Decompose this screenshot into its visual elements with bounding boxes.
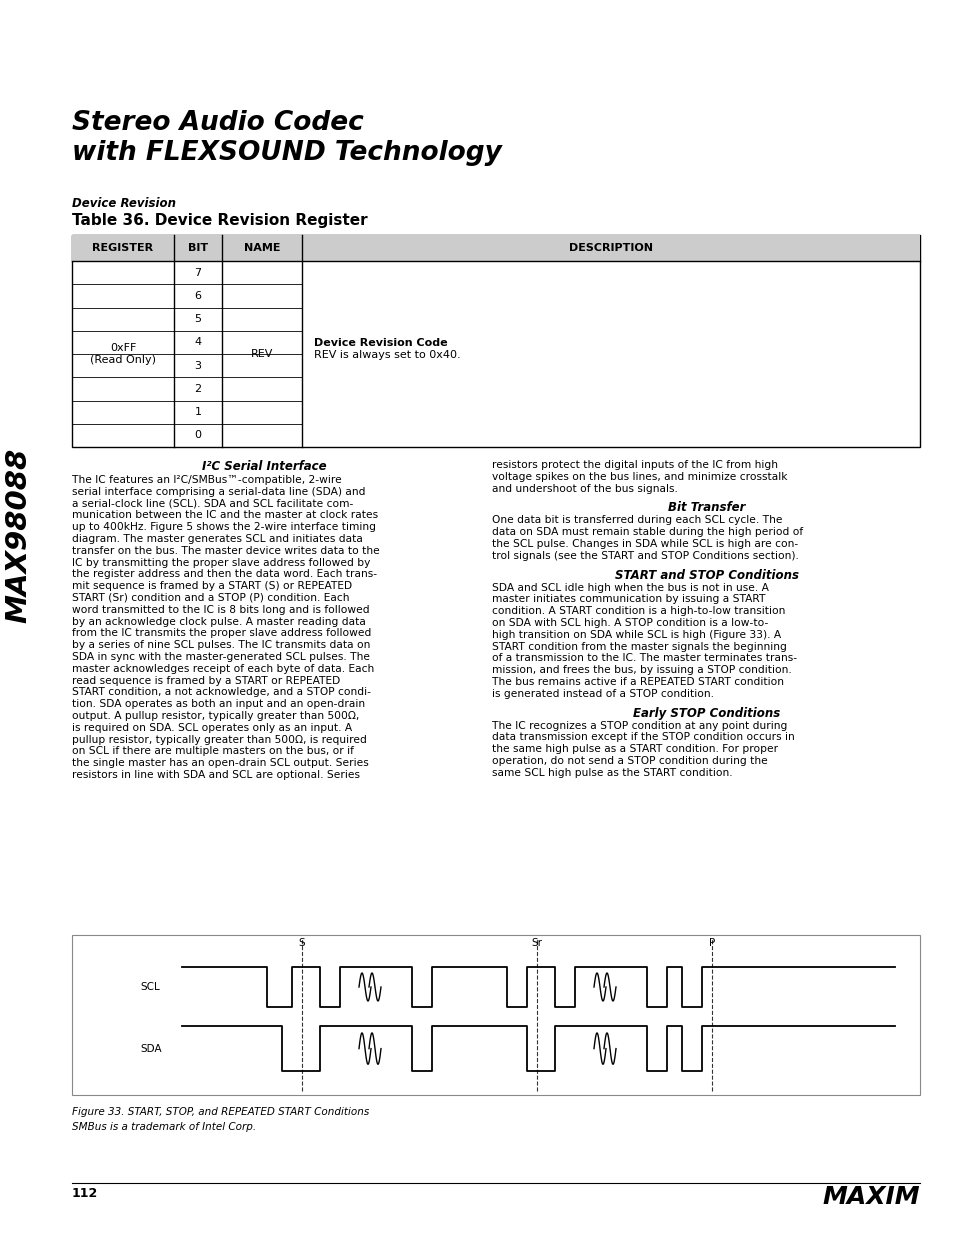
Text: condition. A START condition is a high-to-low transition: condition. A START condition is a high-t…: [492, 606, 784, 616]
Text: munication between the IC and the master at clock rates: munication between the IC and the master…: [71, 510, 377, 520]
Text: by a series of nine SCL pulses. The IC transmits data on: by a series of nine SCL pulses. The IC t…: [71, 640, 370, 650]
Text: output. A pullup resistor, typically greater than 500Ω,: output. A pullup resistor, typically gre…: [71, 711, 359, 721]
Text: Sr: Sr: [531, 939, 542, 948]
Text: master acknowledges receipt of each byte of data. Each: master acknowledges receipt of each byte…: [71, 663, 374, 674]
Text: 112: 112: [71, 1187, 98, 1200]
Text: REV: REV: [251, 350, 273, 359]
Text: Figure 33. START, STOP, and REPEATED START Conditions: Figure 33. START, STOP, and REPEATED STA…: [71, 1107, 369, 1116]
Text: the same high pulse as a START condition. For proper: the same high pulse as a START condition…: [492, 745, 778, 755]
Text: on SDA with SCL high. A STOP condition is a low-to-: on SDA with SCL high. A STOP condition i…: [492, 618, 767, 629]
Text: the SCL pulse. Changes in SDA while SCL is high are con-: the SCL pulse. Changes in SDA while SCL …: [492, 538, 798, 550]
Text: SCL: SCL: [140, 982, 159, 992]
Text: mission, and frees the bus, by issuing a STOP condition.: mission, and frees the bus, by issuing a…: [492, 666, 791, 676]
Text: pullup resistor, typically greater than 500Ω, is required: pullup resistor, typically greater than …: [71, 735, 367, 745]
Text: 1: 1: [194, 408, 201, 417]
Text: a serial-clock line (SCL). SDA and SCL facilitate com-: a serial-clock line (SCL). SDA and SCL f…: [71, 499, 353, 509]
Text: P: P: [708, 939, 715, 948]
Text: 0: 0: [194, 430, 201, 441]
Text: word transmitted to the IC is 8 bits long and is followed: word transmitted to the IC is 8 bits lon…: [71, 605, 369, 615]
Text: DESCRIPTION: DESCRIPTION: [568, 243, 652, 253]
Text: the single master has an open-drain SCL output. Series: the single master has an open-drain SCL …: [71, 758, 369, 768]
Text: serial interface comprising a serial-data line (SDA) and: serial interface comprising a serial-dat…: [71, 487, 365, 496]
Text: is required on SDA. SCL operates only as an input. A: is required on SDA. SCL operates only as…: [71, 722, 352, 732]
Bar: [71, 235, 919, 261]
Text: START condition, a not acknowledge, and a STOP condi-: START condition, a not acknowledge, and …: [71, 688, 371, 698]
Text: The IC features an I²C/SMBus™-compatible, 2-wire: The IC features an I²C/SMBus™-compatible…: [71, 475, 341, 485]
Text: operation, do not send a STOP condition during the: operation, do not send a STOP condition …: [492, 756, 767, 766]
Text: transfer on the bus. The master device writes data to the: transfer on the bus. The master device w…: [71, 546, 379, 556]
Bar: [71, 235, 919, 447]
Text: START and STOP Conditions: START and STOP Conditions: [615, 568, 799, 582]
Text: of a transmission to the IC. The master terminates trans-: of a transmission to the IC. The master …: [492, 653, 797, 663]
Text: MAX98088: MAX98088: [4, 447, 32, 622]
Text: data on SDA must remain stable during the high period of: data on SDA must remain stable during th…: [492, 527, 802, 537]
Text: the register address and then the data word. Each trans-: the register address and then the data w…: [71, 569, 376, 579]
Text: resistors protect the digital inputs of the IC from high: resistors protect the digital inputs of …: [492, 459, 778, 471]
Bar: [71, 935, 919, 1095]
Text: high transition on SDA while SCL is high (Figure 33). A: high transition on SDA while SCL is high…: [492, 630, 781, 640]
Text: I²C Serial Interface: I²C Serial Interface: [201, 459, 326, 473]
Text: NAME: NAME: [244, 243, 280, 253]
Text: One data bit is transferred during each SCL cycle. The: One data bit is transferred during each …: [492, 515, 781, 525]
Text: with FLEXSOUND Technology: with FLEXSOUND Technology: [71, 140, 501, 165]
Text: up to 400kHz. Figure 5 shows the 2-wire interface timing: up to 400kHz. Figure 5 shows the 2-wire …: [71, 522, 375, 532]
Text: by an acknowledge clock pulse. A master reading data: by an acknowledge clock pulse. A master …: [71, 616, 366, 626]
Text: diagram. The master generates SCL and initiates data: diagram. The master generates SCL and in…: [71, 534, 362, 543]
Text: 0xFF
(Read Only): 0xFF (Read Only): [90, 343, 156, 364]
Text: The bus remains active if a REPEATED START condition: The bus remains active if a REPEATED STA…: [492, 677, 783, 687]
Text: S: S: [298, 939, 305, 948]
Text: BIT: BIT: [188, 243, 208, 253]
Text: REV is always set to 0x40.: REV is always set to 0x40.: [314, 350, 460, 359]
Text: 3: 3: [194, 361, 201, 370]
Text: mit sequence is framed by a START (S) or REPEATED: mit sequence is framed by a START (S) or…: [71, 582, 352, 592]
Text: tion. SDA operates as both an input and an open-drain: tion. SDA operates as both an input and …: [71, 699, 365, 709]
Text: SDA: SDA: [140, 1044, 161, 1053]
Text: Stereo Audio Codec: Stereo Audio Codec: [71, 110, 363, 136]
Text: 2: 2: [194, 384, 201, 394]
Text: Early STOP Conditions: Early STOP Conditions: [633, 706, 780, 720]
Text: 5: 5: [194, 314, 201, 324]
Text: SMBus is a trademark of Intel Corp.: SMBus is a trademark of Intel Corp.: [71, 1123, 255, 1132]
Text: 4: 4: [194, 337, 201, 347]
Text: Table 36. Device Revision Register: Table 36. Device Revision Register: [71, 212, 367, 228]
Text: read sequence is framed by a START or REPEATED: read sequence is framed by a START or RE…: [71, 676, 340, 685]
Text: SDA in sync with the master-generated SCL pulses. The: SDA in sync with the master-generated SC…: [71, 652, 370, 662]
Text: trol signals (see the START and STOP Conditions section).: trol signals (see the START and STOP Con…: [492, 551, 798, 561]
Text: The IC recognizes a STOP condition at any point during: The IC recognizes a STOP condition at an…: [492, 720, 786, 731]
Text: same SCL high pulse as the START condition.: same SCL high pulse as the START conditi…: [492, 768, 732, 778]
Text: 6: 6: [194, 291, 201, 301]
Text: IC by transmitting the proper slave address followed by: IC by transmitting the proper slave addr…: [71, 557, 370, 568]
Text: data transmission except if the STOP condition occurs in: data transmission except if the STOP con…: [492, 732, 794, 742]
Text: and undershoot of the bus signals.: and undershoot of the bus signals.: [492, 484, 678, 494]
Text: MAXIM: MAXIM: [821, 1186, 919, 1209]
Text: is generated instead of a STOP condition.: is generated instead of a STOP condition…: [492, 689, 713, 699]
Text: master initiates communication by issuing a START: master initiates communication by issuin…: [492, 594, 764, 604]
Text: resistors in line with SDA and SCL are optional. Series: resistors in line with SDA and SCL are o…: [71, 769, 359, 781]
Text: 7: 7: [194, 268, 201, 278]
Text: SDA and SCL idle high when the bus is not in use. A: SDA and SCL idle high when the bus is no…: [492, 583, 768, 593]
Text: Device Revision Code: Device Revision Code: [314, 338, 447, 348]
Text: START condition from the master signals the beginning: START condition from the master signals …: [492, 642, 786, 652]
Text: START (Sr) condition and a STOP (P) condition. Each: START (Sr) condition and a STOP (P) cond…: [71, 593, 349, 603]
Text: Device Revision: Device Revision: [71, 198, 175, 210]
Text: Bit Transfer: Bit Transfer: [668, 501, 745, 515]
Text: voltage spikes on the bus lines, and minimize crosstalk: voltage spikes on the bus lines, and min…: [492, 472, 786, 482]
Text: from the IC transmits the proper slave address followed: from the IC transmits the proper slave a…: [71, 629, 371, 638]
Text: REGISTER: REGISTER: [92, 243, 153, 253]
Text: on SCL if there are multiple masters on the bus, or if: on SCL if there are multiple masters on …: [71, 746, 354, 756]
